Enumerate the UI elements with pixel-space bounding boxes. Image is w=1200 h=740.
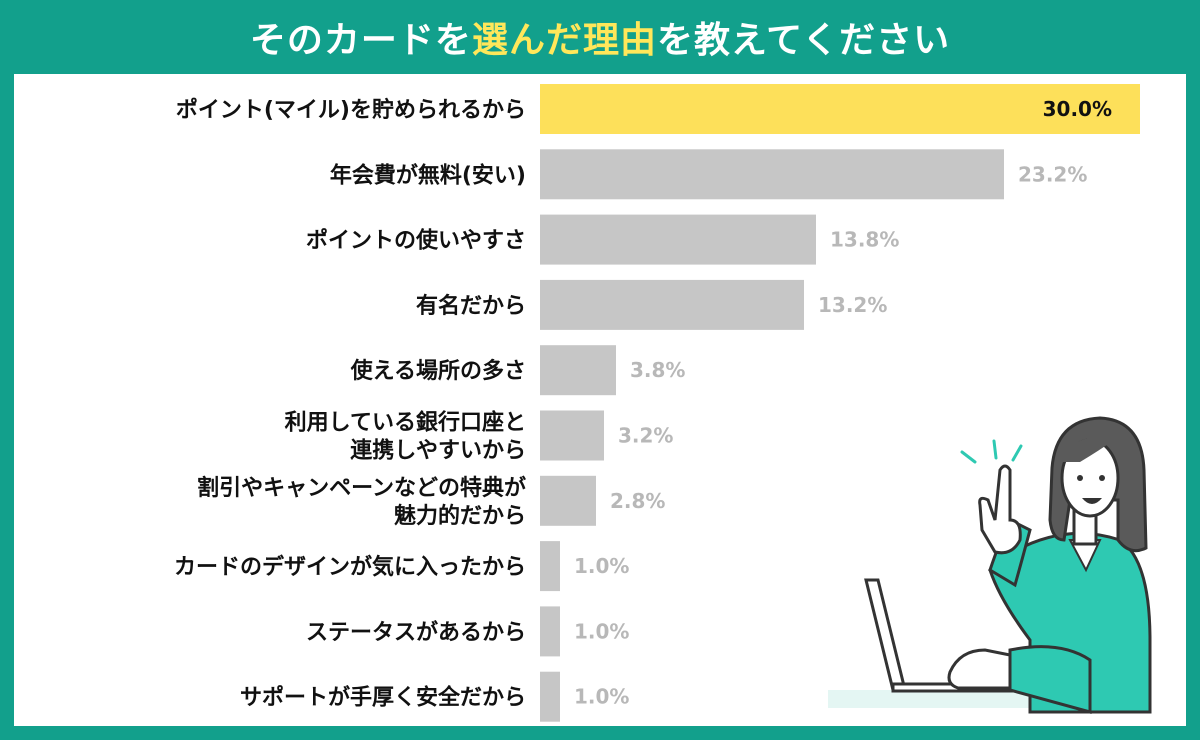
category-label-3: 有名だから bbox=[416, 293, 526, 319]
bar-0 bbox=[540, 84, 1140, 134]
category-label-7: カードのデザインが気に入ったから bbox=[174, 554, 526, 580]
category-label-5: 利用している銀行口座と連携しやすいから bbox=[285, 410, 526, 464]
value-label-7: 1.0% bbox=[574, 554, 629, 578]
category-label-8: ステータスがあるから bbox=[306, 619, 526, 645]
lower-arm bbox=[1008, 645, 1092, 714]
chart-title: そのカードを選んだ理由を教えてください bbox=[250, 11, 950, 63]
category-label-4: 使える場所の多さ bbox=[350, 358, 526, 384]
category-label-9: サポートが手厚く安全だから bbox=[240, 685, 526, 711]
bar-6 bbox=[540, 475, 596, 526]
bars-layer: ポイント(マイル)を貯められるから 30.0% 年会費が無料(安い) 23.2% ポイン… bbox=[174, 84, 1140, 722]
value-label-4: 3.8% bbox=[630, 358, 685, 382]
eye-right bbox=[1099, 475, 1105, 481]
value-label-8: 1.0% bbox=[574, 619, 629, 643]
bar-5 bbox=[540, 410, 604, 461]
value-label-2: 13.8% bbox=[830, 228, 899, 252]
pointing-hand bbox=[978, 464, 1022, 555]
category-label-6: 割引やキャンペーンなどの特典が魅力的だから bbox=[197, 475, 526, 529]
sparkle-left bbox=[960, 450, 977, 464]
title-highlight: 選んだ理由 bbox=[471, 20, 657, 61]
bar-3 bbox=[540, 279, 804, 330]
bangs bbox=[1060, 437, 1114, 462]
eye-left bbox=[1077, 475, 1083, 481]
value-label-5: 3.2% bbox=[618, 424, 673, 448]
typing-hand bbox=[947, 648, 1017, 690]
bar-8 bbox=[540, 606, 560, 657]
bar-7 bbox=[540, 541, 560, 592]
illustration-woman-laptop bbox=[828, 416, 1152, 714]
title-after: を教えてください bbox=[656, 20, 951, 61]
category-label-2: ポイントの使いやすさ bbox=[306, 228, 526, 254]
bar-9 bbox=[540, 671, 560, 722]
category-label-1: 年会費が無料(安い) bbox=[330, 162, 526, 188]
value-label-9: 1.0% bbox=[574, 685, 629, 709]
sparkle-middle bbox=[992, 439, 998, 460]
bar-1 bbox=[540, 149, 1004, 200]
value-label-3: 13.2% bbox=[818, 293, 887, 317]
title-banner: そのカードを選んだ理由を教えてください bbox=[0, 0, 1200, 74]
category-label-0: ポイント(マイル)を貯められるから bbox=[176, 97, 526, 123]
title-before: そのカードを bbox=[249, 20, 472, 61]
value-label-0: 30.0% bbox=[1043, 97, 1112, 121]
mouth bbox=[1082, 498, 1102, 504]
sparkle-right bbox=[1011, 444, 1023, 462]
value-label-1: 23.2% bbox=[1018, 162, 1087, 186]
bar-2 bbox=[540, 214, 816, 265]
laptop-screen bbox=[864, 578, 907, 692]
value-label-6: 2.8% bbox=[610, 489, 665, 513]
bar-4 bbox=[540, 345, 616, 396]
